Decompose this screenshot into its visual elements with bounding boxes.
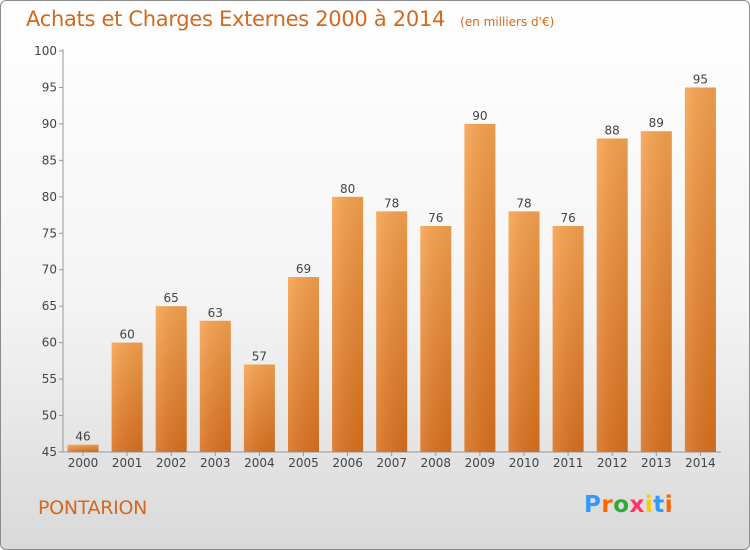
x-tick-label-2009: 2009: [465, 456, 496, 470]
x-tick-label-2004: 2004: [244, 456, 275, 470]
x-tick-label-2012: 2012: [597, 456, 628, 470]
logo-letter: o: [613, 492, 630, 518]
bar-shade-2013: [640, 131, 672, 452]
y-tick-label: 55: [42, 372, 57, 386]
chart-unit: (en milliers d'€): [460, 15, 555, 29]
axes: 45 50 55 60 65 70 75 80 85 90 95 100 2000 2001 2002 200…: [34, 44, 721, 470]
bar-shade-2008: [420, 225, 452, 452]
bar-shade-2007: [376, 211, 408, 452]
bars: [67, 87, 716, 453]
y-tick-label: 90: [42, 117, 57, 131]
value-label-2006: 80: [340, 182, 355, 196]
x-tick-label-2006: 2006: [332, 456, 363, 470]
y-tick-label: 45: [42, 445, 57, 459]
logo-letter: r: [601, 492, 614, 518]
chart-title-row: Achats et Charges Externes 2000 à 2014 (…: [26, 7, 554, 31]
value-labels: 46 60 65 63 57 69 80 78 76 90 78 76 88 89 95: [75, 72, 708, 443]
bar-shade-2000: [67, 444, 99, 452]
x-tick-label-2013: 2013: [641, 456, 672, 470]
logo-letter: P: [584, 492, 602, 518]
bar-shade-2014: [684, 87, 716, 453]
x-tick-label-2007: 2007: [376, 456, 407, 470]
y-tick-label: 95: [42, 80, 57, 94]
y-tick-label: 65: [42, 299, 57, 313]
x-tick-label-2008: 2008: [421, 456, 452, 470]
bar-shade-2005: [288, 277, 319, 452]
place-name: PONTARION: [38, 497, 148, 519]
value-label-2014: 95: [693, 72, 708, 86]
proxiti-logo[interactable]: Proxiti: [584, 492, 673, 518]
x-tick-label-2002: 2002: [156, 456, 187, 470]
bar-shade-2003: [199, 320, 231, 452]
logo-letter: i: [644, 492, 654, 518]
bar-shade-2009: [464, 123, 496, 452]
value-label-2000: 46: [75, 430, 90, 444]
value-label-2009: 90: [472, 109, 487, 123]
value-label-2011: 76: [560, 211, 575, 225]
logo-letter: x: [629, 492, 645, 518]
bar-shade-2011: [552, 225, 584, 452]
bar-shade-2006: [332, 196, 364, 452]
bar-shade-2001: [111, 342, 143, 452]
y-tick-label: 70: [42, 263, 57, 277]
y-tick-label: 50: [42, 409, 57, 423]
x-tick-label-2001: 2001: [112, 456, 143, 470]
bar-shade-2002: [155, 306, 187, 452]
value-label-2003: 63: [208, 306, 223, 320]
y-tick-label: 75: [42, 226, 57, 240]
x-tick-label-2000: 2000: [68, 456, 99, 470]
logo-letter: t: [653, 492, 665, 518]
value-label-2001: 60: [119, 328, 134, 342]
value-label-2010: 78: [516, 196, 531, 210]
bar-shade-2010: [508, 211, 540, 452]
value-label-2012: 88: [605, 123, 620, 137]
y-tick-label: 100: [34, 44, 57, 58]
logo-letter: i: [664, 492, 674, 518]
y-tick-label: 85: [42, 153, 57, 167]
x-tick-label-2003: 2003: [200, 456, 231, 470]
value-label-2005: 69: [296, 262, 311, 276]
value-label-2008: 76: [428, 211, 443, 225]
bar-shade-2004: [243, 364, 275, 452]
value-label-2013: 89: [649, 116, 664, 130]
chart-title: Achats et Charges Externes 2000 à 2014: [26, 7, 446, 31]
x-tick-label-2011: 2011: [553, 456, 584, 470]
bar-shade-2012: [596, 138, 628, 452]
y-tick-label: 80: [42, 190, 57, 204]
y-tick-label: 60: [42, 336, 57, 350]
value-label-2007: 78: [384, 196, 399, 210]
x-tick-label-2010: 2010: [509, 456, 540, 470]
value-label-2002: 65: [164, 291, 179, 305]
value-label-2004: 57: [252, 350, 267, 364]
x-tick-label-2014: 2014: [685, 456, 716, 470]
x-tick-label-2005: 2005: [288, 456, 319, 470]
